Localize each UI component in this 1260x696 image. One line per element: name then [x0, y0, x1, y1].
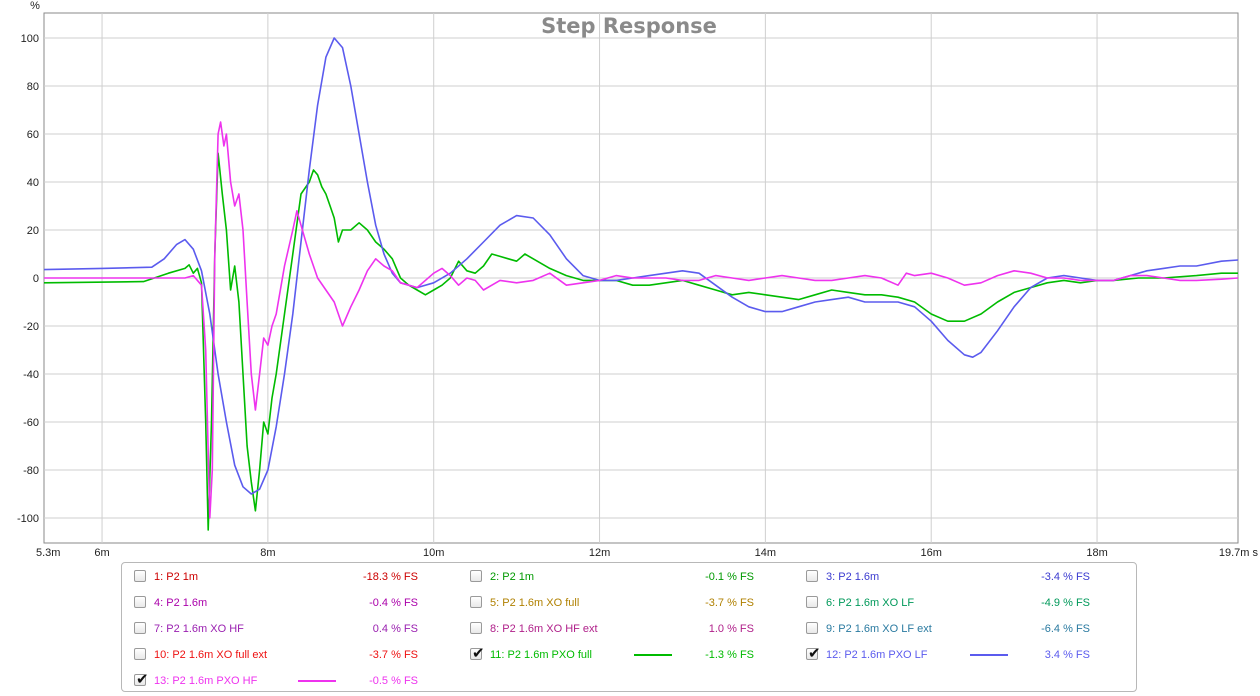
x-tick-label: 14m [755, 547, 776, 559]
legend-label: 5: P2 1.6m XO full [490, 597, 580, 609]
legend-checkbox[interactable] [806, 596, 818, 608]
legend-label: 10: P2 1.6m XO full ext [154, 649, 268, 661]
legend-value: -18.3 % FS [362, 571, 418, 583]
legend-checkbox[interactable] [134, 596, 146, 608]
legend-value: -0.4 % FS [369, 597, 418, 609]
x-tick-label: 16m [921, 547, 942, 559]
legend-item[interactable]: 8: P2 1.6m XO HF ext 1.0 % FS [470, 620, 790, 638]
legend-value: -3.4 % FS [1041, 571, 1090, 583]
legend-value: -3.7 % FS [705, 597, 754, 609]
legend-value: -0.1 % FS [705, 571, 754, 583]
legend-checkbox[interactable] [134, 570, 146, 582]
legend-item[interactable]: 9: P2 1.6m XO LF ext -6.4 % FS [806, 620, 1126, 638]
y-tick-label: 80 [27, 81, 39, 93]
legend-value: -4.9 % FS [1041, 597, 1090, 609]
x-tick-label: 8m [260, 547, 275, 559]
legend-label: 11: P2 1.6m PXO full [490, 649, 592, 661]
x-tick-label: 10m [423, 547, 444, 559]
legend-line-swatch [298, 680, 336, 682]
x-tick-label: 18m [1086, 547, 1107, 559]
legend-item[interactable]: 2: P2 1m -0.1 % FS [470, 568, 790, 586]
checkmark-icon: ✔ [472, 645, 485, 662]
x-tick-label: 12m [589, 547, 610, 559]
legend-label: 12: P2 1.6m PXO LF [826, 649, 928, 661]
y-tick-label: -60 [23, 417, 39, 429]
y-tick-label: 60 [27, 129, 39, 141]
legend-label: 6: P2 1.6m XO LF [826, 597, 915, 609]
x-tick-label: 6m [94, 547, 109, 559]
y-tick-label: 0 [33, 273, 39, 285]
legend-value: -3.7 % FS [369, 649, 418, 661]
legend-label: 13: P2 1.6m PXO HF [154, 675, 258, 687]
legend-line-swatch [970, 654, 1008, 656]
legend-label: 2: P2 1m [490, 571, 535, 583]
legend-item[interactable]: 5: P2 1.6m XO full -3.7 % FS [470, 594, 790, 612]
legend-checkbox[interactable] [470, 570, 482, 582]
legend-label: 3: P2 1.6m [826, 571, 880, 583]
legend-checkbox[interactable] [470, 622, 482, 634]
checkmark-icon: ✔ [808, 645, 821, 662]
y-tick-label: -80 [23, 465, 39, 477]
y-tick-label: 40 [27, 177, 39, 189]
legend-label: 8: P2 1.6m XO HF ext [490, 623, 598, 635]
y-tick-label: -100 [17, 513, 39, 525]
legend-item[interactable]: 10: P2 1.6m XO full ext -3.7 % FS [134, 646, 454, 664]
y-tick-label: -20 [23, 321, 39, 333]
y-tick-label: -40 [23, 369, 39, 381]
legend-item[interactable]: 7: P2 1.6m XO HF 0.4 % FS [134, 620, 454, 638]
legend-item[interactable]: ✔ 13: P2 1.6m PXO HF -0.5 % FS [134, 671, 454, 690]
x-tick-label: 5.3m [36, 547, 60, 559]
legend-value: 1.0 % FS [708, 623, 754, 635]
legend-value: -6.4 % FS [1041, 623, 1090, 635]
legend-value: 3.4 % FS [1044, 649, 1090, 661]
legend-checkbox[interactable] [134, 622, 146, 634]
legend-panel: 1: P2 1m -18.3 % FS 2: P2 1m -0.1 % FS 3: P2… [121, 562, 1137, 692]
legend-checkbox[interactable] [806, 622, 818, 634]
legend-checkbox[interactable] [134, 648, 146, 660]
y-axis-unit: % [30, 0, 40, 12]
legend-label: 7: P2 1.6m XO HF [154, 623, 244, 635]
grid [44, 13, 1238, 543]
legend-checkbox[interactable] [806, 570, 818, 582]
series-line-1 [43, 152, 1238, 531]
legend-label: 1: P2 1m [154, 571, 199, 583]
legend-item[interactable]: ✔ 12: P2 1.6m PXO LF 3.4 % FS [806, 645, 1126, 664]
legend-value: 0.4 % FS [372, 623, 418, 635]
series-lines [43, 37, 1239, 531]
legend-value: -1.3 % FS [705, 649, 754, 661]
legend-item[interactable]: 1: P2 1m -18.3 % FS [134, 568, 454, 586]
legend-checkbox[interactable]: ✔ [470, 645, 485, 662]
chart-title: Step Response [541, 14, 717, 38]
legend-checkbox[interactable]: ✔ [134, 671, 149, 688]
legend-item[interactable]: 6: P2 1.6m XO LF -4.9 % FS [806, 594, 1126, 612]
y-axis-tick-labels: 100 80 60 40 20 0 -20 -40 -60 -80 -100 [17, 33, 39, 525]
x-axis-tick-labels: 5.3m 6m 8m 10m 12m 14m 16m 18m 19.7m s [36, 547, 1258, 559]
y-tick-label: 100 [21, 33, 39, 45]
legend-checkbox[interactable] [470, 596, 482, 608]
x-tick-label: 19.7m s [1219, 547, 1259, 559]
legend-value: -0.5 % FS [369, 675, 418, 687]
legend-label: 9: P2 1.6m XO LF ext [826, 623, 932, 635]
legend-item[interactable]: 4: P2 1.6m -0.4 % FS [134, 594, 454, 612]
legend-item[interactable]: ✔ 11: P2 1.6m PXO full -1.3 % FS [470, 645, 790, 664]
series-line-3 [44, 121, 1239, 519]
legend-line-swatch [634, 654, 672, 656]
legend-item[interactable]: 3: P2 1.6m -3.4 % FS [806, 568, 1126, 586]
legend-checkbox[interactable]: ✔ [806, 645, 821, 662]
series-line-2 [43, 37, 1239, 495]
step-response-chart: 100 80 60 40 20 0 -20 -40 -60 -80 -100 5.3m 6m 8m 10m… [17, 0, 1259, 559]
legend-label: 4: P2 1.6m [154, 597, 208, 609]
y-tick-label: 20 [27, 225, 39, 237]
checkmark-icon: ✔ [136, 671, 149, 688]
